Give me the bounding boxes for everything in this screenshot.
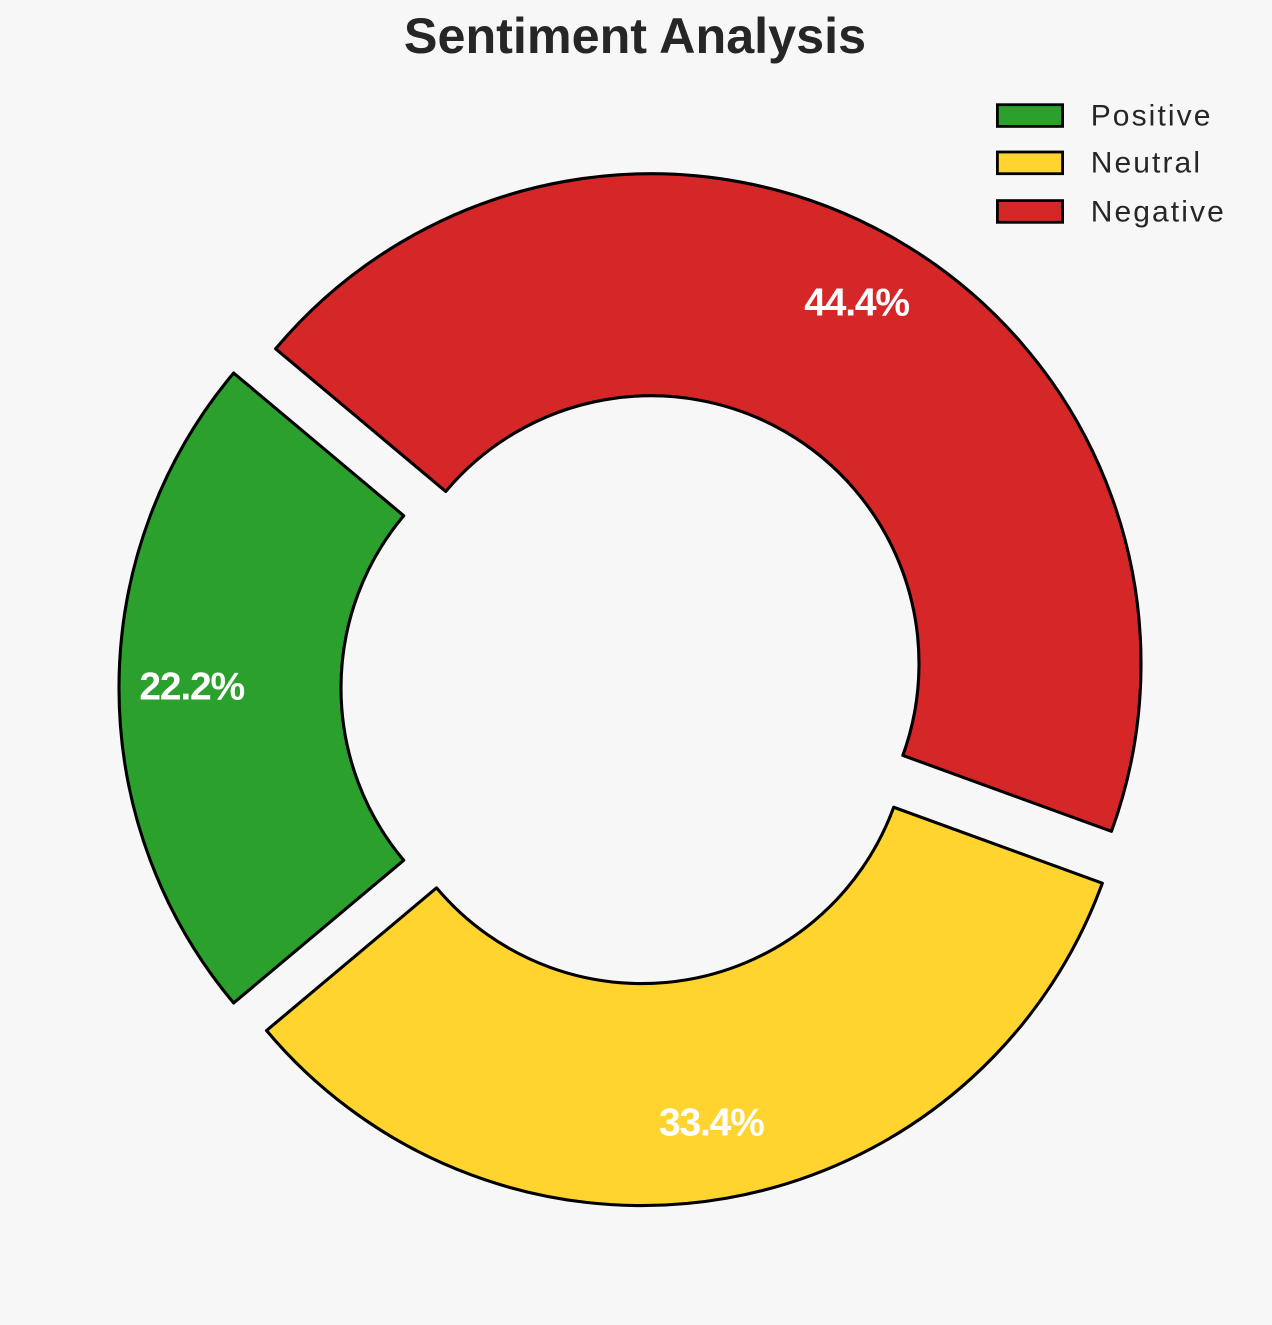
svg-text:Neutral: Neutral — [1091, 147, 1202, 180]
svg-text:33.4%: 33.4% — [659, 1102, 764, 1145]
svg-text:Sentiment Analysis: Sentiment Analysis — [404, 7, 866, 64]
svg-text:22.2%: 22.2% — [139, 665, 244, 708]
svg-text:44.4%: 44.4% — [804, 282, 909, 325]
svg-text:Negative: Negative — [1091, 196, 1226, 229]
svg-text:Positive: Positive — [1091, 99, 1213, 132]
